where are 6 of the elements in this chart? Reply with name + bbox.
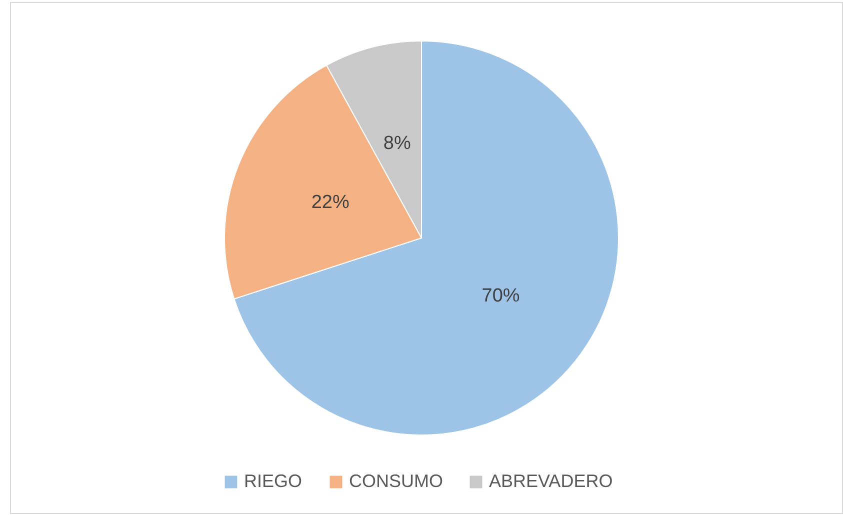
legend-label: RIEGO [244, 471, 302, 491]
data-label: 22% [311, 192, 350, 213]
data-label: 8% [383, 133, 411, 154]
legend-label: CONSUMO [349, 471, 443, 491]
data-label: 70% [482, 286, 520, 307]
legend-label: ABREVADERO [489, 471, 613, 491]
